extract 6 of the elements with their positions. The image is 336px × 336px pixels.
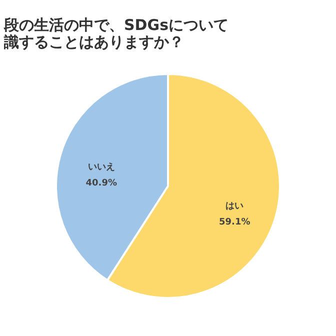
slice-label: はい	[226, 202, 244, 212]
data-label: 40.9%	[86, 178, 117, 188]
data-label: 59.1%	[219, 218, 250, 228]
text: 段の生活の中で、SDGsについて	[4, 16, 228, 34]
slice-label: いいえ	[88, 161, 115, 172]
text: 識することはありますか？	[4, 33, 184, 51]
